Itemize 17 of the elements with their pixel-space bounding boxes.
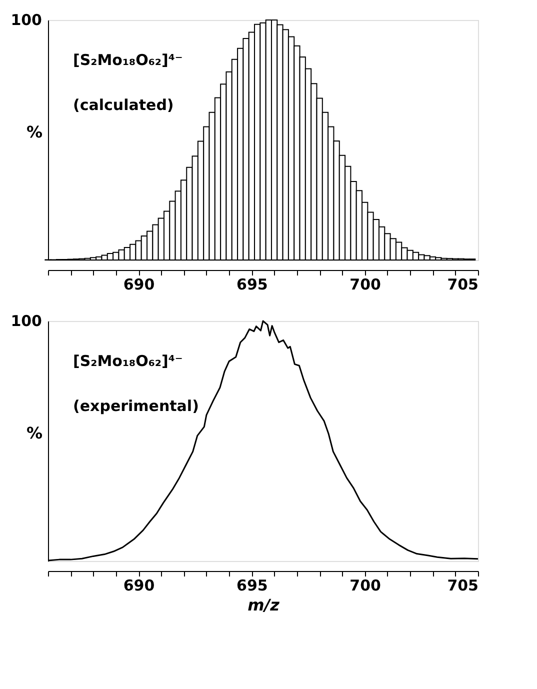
x-tick-label: 690	[123, 576, 155, 594]
x-tick-label: 705	[447, 576, 478, 594]
annotation: [S₂Mo₁₈O₆₂]⁴⁻	[73, 352, 183, 370]
x-tick-label: 690	[123, 276, 155, 294]
text: 100	[10, 312, 42, 330]
annotation: (calculated)	[73, 96, 174, 114]
annotation: [S₂Mo₁₈O₆₂]⁴⁻	[73, 51, 183, 69]
y-axis-title: %	[26, 424, 43, 442]
x-tick-label: 700	[350, 576, 381, 594]
x-tick-label: 700	[350, 276, 381, 294]
x-tick-label: 695	[236, 576, 268, 594]
x-tick-label: 695	[236, 276, 268, 294]
x-tick-label: 705	[447, 276, 478, 294]
y-axis-title: %	[26, 122, 43, 142]
text: 100	[10, 11, 42, 29]
x-axis-title: m/z	[248, 596, 280, 614]
annotation: (experimental)	[73, 397, 199, 415]
